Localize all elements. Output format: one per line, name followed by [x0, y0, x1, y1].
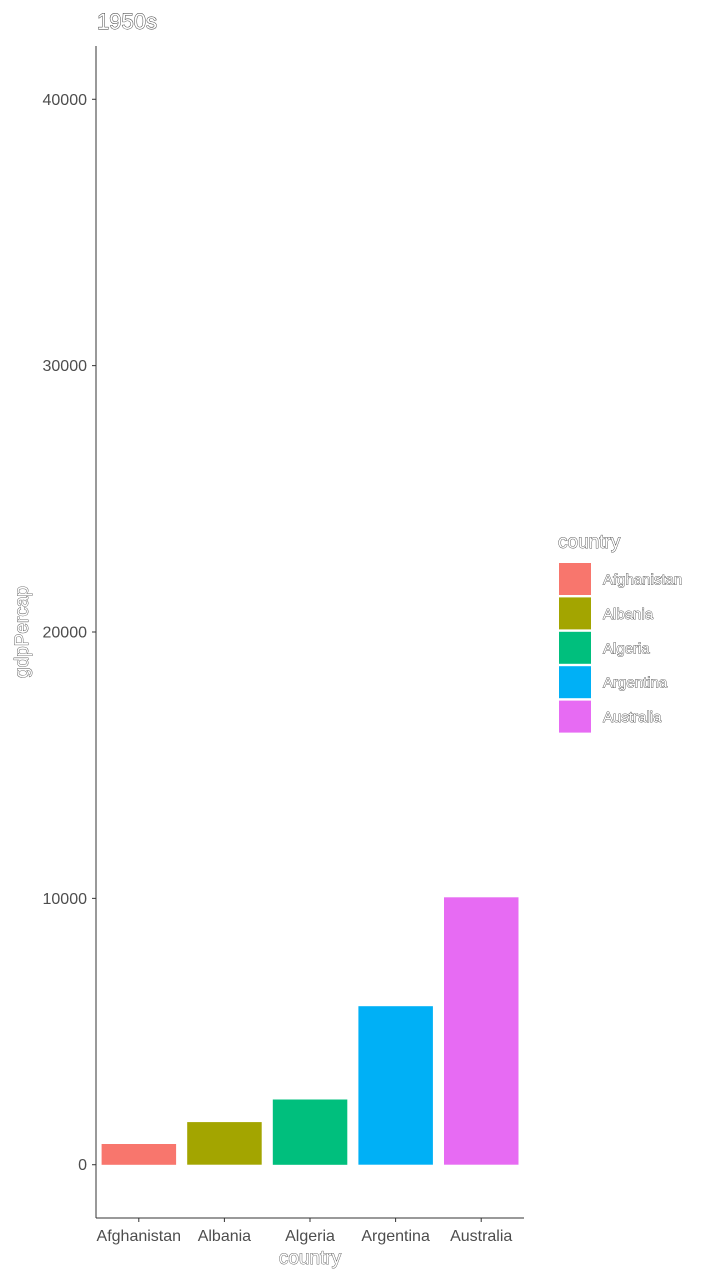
x-tick-label: Albania	[198, 1228, 251, 1245]
x-axis-title: country	[279, 1248, 342, 1269]
legend: country Afghanistan Albania Algeria Argenti…	[558, 532, 683, 733]
y-axis-title: gdpPercap	[12, 586, 33, 678]
legend-label-afghanistan: Afghanistan	[603, 572, 682, 589]
legend-key-albania	[559, 597, 591, 630]
y-ticks: 0 10000 20000 30000 40000	[43, 92, 96, 1174]
y-tick-label: 20000	[43, 625, 88, 642]
legend-label-albania: Albania	[603, 606, 654, 623]
legend-key-australia	[559, 700, 591, 733]
y-tick-label: 0	[78, 1157, 87, 1174]
x-tick-label: Algeria	[285, 1228, 335, 1245]
y-tick-label: 10000	[43, 891, 88, 908]
y-tick-label: 30000	[43, 358, 88, 375]
legend-key-algeria	[559, 631, 591, 664]
chart-title: 1950s	[97, 9, 157, 34]
bar-albania	[187, 1122, 262, 1165]
legend-label-argentina: Argentina	[603, 675, 668, 692]
legend-key-afghanistan	[559, 563, 591, 595]
x-tick-label: Argentina	[361, 1228, 430, 1245]
bars	[101, 897, 519, 1165]
legend-key-argentina	[559, 666, 591, 699]
legend-label-australia: Australia	[603, 709, 662, 726]
bar-australia	[444, 897, 519, 1165]
x-ticks: Afghanistan Albania Algeria Argentina Austra…	[97, 1218, 512, 1245]
legend-label-algeria: Algeria	[603, 640, 650, 657]
bar-algeria	[272, 1099, 348, 1165]
x-tick-label: Afghanistan	[97, 1228, 182, 1245]
bar-argentina	[358, 1006, 433, 1165]
legend-title: country	[558, 532, 621, 553]
y-tick-label: 40000	[43, 92, 88, 109]
bar-afghanistan	[101, 1144, 177, 1165]
x-tick-label: Australia	[450, 1228, 512, 1245]
legend-items: Afghanistan Albania Algeria Argentina Austra…	[559, 563, 683, 733]
